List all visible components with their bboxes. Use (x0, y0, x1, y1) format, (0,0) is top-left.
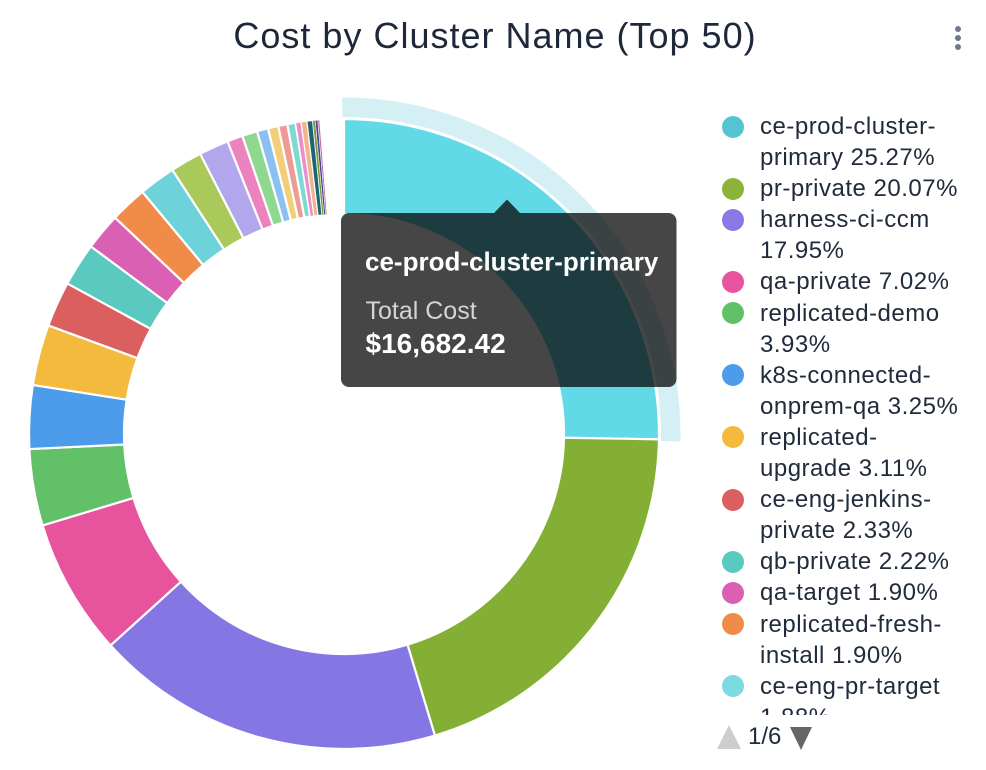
svg-text:ce-prod-cluster-primary: ce-prod-cluster-primary (365, 247, 659, 277)
svg-text:Total Cost: Total Cost (366, 297, 477, 325)
svg-text:$16,682.42: $16,682.42 (366, 328, 506, 359)
